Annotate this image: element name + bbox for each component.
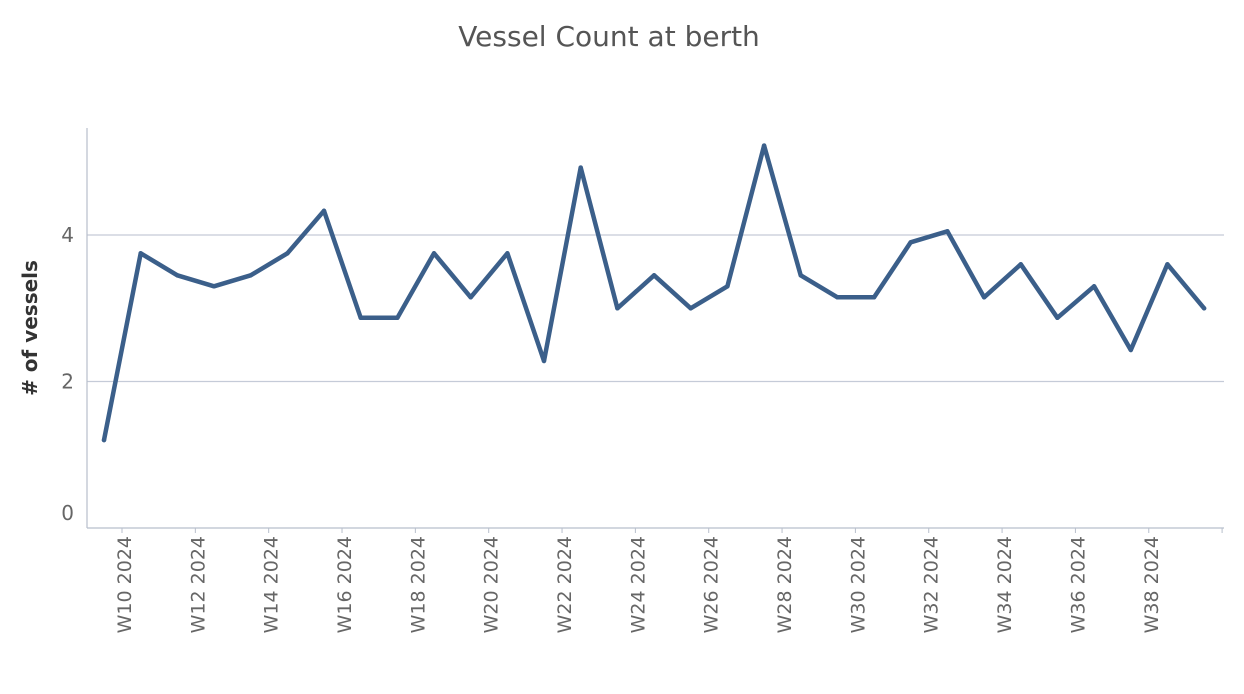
x-tick-label: W28 2024 — [774, 536, 796, 633]
data-point-w14-2024[interactable] — [248, 273, 253, 278]
series-line-0 — [101, 143, 1207, 443]
x-tick-label: W16 2024 — [334, 536, 356, 633]
data-point-w17-2024[interactable] — [358, 315, 363, 320]
data-point-w40-2024[interactable] — [1201, 306, 1207, 311]
x-tick-label: W20 2024 — [481, 536, 503, 633]
data-point-w24-2024[interactable] — [615, 306, 620, 311]
data-point-w27-2024[interactable] — [725, 284, 730, 289]
y-tick-labels: 0 2 4 — [61, 223, 74, 525]
x-tick-label: W34 2024 — [994, 536, 1016, 633]
x-tick-label: W12 2024 — [187, 536, 209, 633]
data-point-w11-2024[interactable] — [138, 251, 143, 256]
x-tick-label: W14 2024 — [261, 536, 283, 633]
chart-title: Vessel Count at berth — [458, 20, 760, 53]
data-point-w33-2024[interactable] — [945, 229, 950, 234]
y-tick-label: 0 — [61, 501, 74, 525]
data-point-w26-2024[interactable] — [688, 306, 693, 311]
data-point-w31-2024[interactable] — [871, 295, 877, 300]
data-point-w25-2024[interactable] — [651, 273, 657, 278]
x-tick-label: W10 2024 — [114, 536, 136, 633]
data-point-w18-2024[interactable] — [395, 315, 400, 320]
data-point-w22-2024[interactable] — [541, 358, 547, 364]
data-point-w21-2024[interactable] — [505, 251, 510, 256]
data-point-w15-2024[interactable] — [285, 251, 290, 256]
data-point-w29-2024[interactable] — [798, 273, 803, 278]
data-point-w28-2024[interactable] — [761, 143, 767, 148]
axes — [86, 128, 1224, 533]
x-tick-label: W30 2024 — [847, 536, 869, 633]
y-axis-label: # of vessels — [18, 260, 42, 396]
data-point-w32-2024[interactable] — [908, 240, 913, 245]
x-tick-labels: W10 2024 W12 2024 W14 2024 W16 2024 W18 2024… — [114, 536, 1163, 633]
x-tick-label: W22 2024 — [554, 536, 576, 633]
series-layer — [101, 143, 1207, 443]
data-point-w13-2024[interactable] — [211, 284, 217, 289]
data-point-w19-2024[interactable] — [431, 251, 437, 256]
y-tick-label: 4 — [61, 223, 74, 247]
data-point-w12-2024[interactable] — [175, 273, 180, 278]
data-point-w20-2024[interactable] — [468, 295, 473, 300]
x-tick-label: W36 2024 — [1067, 536, 1089, 633]
x-tick-label: W26 2024 — [701, 536, 723, 633]
data-point-w16-2024[interactable] — [321, 208, 327, 213]
x-tick-label: W32 2024 — [921, 536, 943, 633]
data-point-w36-2024[interactable] — [1055, 315, 1060, 320]
data-point-w30-2024[interactable] — [835, 295, 840, 300]
x-tick-label: W24 2024 — [627, 536, 649, 633]
x-tick-label: W18 2024 — [407, 536, 429, 633]
y-tick-label: 2 — [61, 370, 74, 394]
data-point-w39-2024[interactable] — [1165, 262, 1170, 267]
data-point-w35-2024[interactable] — [1018, 262, 1023, 267]
gridlines — [87, 234, 1224, 383]
data-point-w23-2024[interactable] — [578, 165, 583, 170]
data-point-w10-2024[interactable] — [101, 437, 107, 443]
data-point-w37-2024[interactable] — [1091, 284, 1097, 289]
data-point-w38-2024[interactable] — [1128, 347, 1134, 353]
data-point-w34-2024[interactable] — [981, 295, 987, 300]
x-tick-label: W38 2024 — [1141, 536, 1163, 633]
